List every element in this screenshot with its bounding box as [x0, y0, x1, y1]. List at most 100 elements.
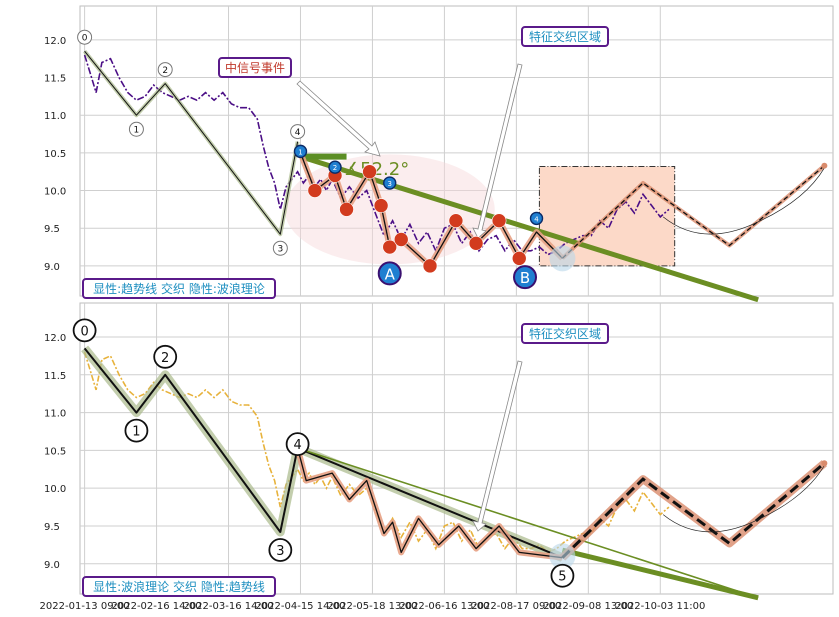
top-red-marker-5 [382, 239, 398, 255]
bottom-wave-marker-2 [153, 344, 178, 369]
bottom-ytick-1: 11.5 [44, 371, 66, 382]
top-red-marker-7 [422, 258, 438, 274]
bottom-smooth-curve [662, 465, 825, 533]
top-red-marker-9 [468, 235, 484, 251]
top-breakout-glow [549, 245, 576, 272]
bottom-wave-marker-4 [285, 432, 310, 457]
bottom-wave-marker-3 [268, 538, 293, 562]
top-event-label: 中信号事件 [225, 60, 285, 75]
top-zone-arrow [472, 63, 523, 239]
x-tick-label-0: 2022-01-13 09:00 [40, 601, 130, 612]
bottom-wave-label-1: 1 [132, 425, 140, 440]
top-ytick-5: 9.5 [44, 224, 60, 235]
top-legend-text: 显性:趋势线 交织 隐性:波浪理论 [93, 281, 265, 296]
top-forecast-end-marker [821, 162, 828, 169]
top-point-marker-1 [513, 265, 538, 290]
top-wave-line [84, 50, 299, 235]
bottom-wave-label-4: 4 [293, 438, 301, 453]
top-ytick-6: 9.0 [44, 262, 60, 273]
top-wave-marker-3 [272, 240, 288, 256]
top-plot-frame [79, 5, 834, 297]
bottom-legend-text-box [82, 576, 276, 597]
top-red-marker-8 [448, 213, 464, 228]
top-blue-marker-0 [293, 144, 308, 159]
top-zone-label-box [521, 26, 609, 47]
top-red-marker-4 [373, 198, 389, 213]
bottom-forecast-line [561, 462, 826, 559]
bottom-wave-label-3: 3 [276, 544, 284, 559]
bottom-ytick-4: 10.0 [44, 484, 66, 495]
top-forecast-line [561, 165, 825, 259]
top-red-marker-3 [362, 164, 377, 180]
top-blue-marker-label-1: 2 [333, 164, 337, 172]
top-wave-marker-1 [128, 121, 144, 137]
top-ytick-3: 10.5 [44, 149, 66, 160]
bottom-ytick-0: 12.0 [44, 333, 66, 344]
bottom-zone-label: 特征交织区域 [529, 326, 601, 341]
top-legend-text-box [82, 278, 276, 299]
bottom-ytick-5: 9.5 [44, 522, 60, 533]
bottom-wave-marker-1 [124, 418, 149, 443]
x-tick-label-1: 2022-02-16 14:00 [112, 601, 202, 612]
top-red-marker-6 [393, 232, 409, 247]
top-red-marker-0 [307, 183, 323, 198]
top-blue-marker-1 [328, 160, 342, 174]
top-event-label-box [218, 57, 292, 78]
top-red-marker-2 [339, 202, 354, 217]
bottom-legend-text: 显性:波浪理论 交织 隐性:趋势线 [93, 579, 265, 594]
top-angle-label: ∡52.2° [344, 159, 409, 180]
bottom-ytick-6: 9.0 [44, 560, 60, 571]
bottom-trend-line-thick [561, 547, 759, 601]
top-blue-marker-label-3: 4 [534, 215, 539, 223]
x-tick-label-5: 2022-06-16 13:00 [399, 601, 489, 612]
bottom-wave-marker-5 [550, 563, 575, 588]
bottom-ytick-2: 11.0 [44, 409, 66, 420]
top-wave-marker-0 [77, 29, 93, 45]
top-ytick-1: 11.5 [44, 74, 66, 85]
top-point-marker-0 [377, 261, 402, 286]
top-wave-label-1: 1 [134, 126, 140, 136]
top-wave-label-3: 3 [277, 245, 283, 255]
bottom-breakout-glow [549, 543, 576, 570]
bottom-ytick-3: 10.5 [44, 446, 66, 457]
top-zone-label: 特征交织区域 [529, 29, 601, 44]
x-tick-label-8: 2022-10-03 11:00 [615, 601, 705, 612]
bottom-zone-arrow [472, 360, 523, 532]
top-red-marker-10 [491, 213, 507, 228]
top-wave-label-0: 0 [82, 34, 88, 44]
bottom-wave-line [83, 347, 563, 559]
x-tick-label-3: 2022-04-15 14:00 [255, 601, 345, 612]
bottom-wave-label-5: 5 [558, 570, 566, 585]
top-event-arrow [296, 80, 381, 157]
bottom-wave-label-0: 0 [80, 324, 88, 339]
top-ytick-4: 10.0 [44, 187, 66, 198]
bottom-zigzag-line [296, 447, 563, 559]
top-wave-label-4: 4 [295, 128, 301, 138]
top-blue-marker-label-2: 3 [387, 180, 391, 188]
top-red-marker-11 [511, 251, 527, 266]
top-smooth-curve [662, 167, 825, 235]
x-tick-label-6: 2022-08-17 09:00 [471, 601, 561, 612]
top-ytick-0: 12.0 [44, 36, 66, 47]
bottom-panel: 12.0 11.5 11.0 10.5 10.0 9.5 9.0 0 1 2 3 4 5 显性:波浪理论 … [44, 302, 834, 601]
bottom-plot-frame [79, 302, 834, 595]
top-blue-marker-label-0: 1 [298, 148, 302, 156]
top-wave-marker-4 [290, 124, 306, 140]
bottom-zone-label-box [521, 323, 609, 344]
top-point-label-0: A [385, 265, 396, 283]
bottom-wave-marker-0 [72, 318, 97, 343]
bottom-forecast-end-marker [821, 460, 828, 467]
bottom-trend-line [297, 447, 759, 599]
x-tick-label-2: 2022-03-16 14:00 [183, 601, 273, 612]
top-blue-marker-3 [529, 211, 544, 226]
x-tick-label-4: 2022-05-18 13:00 [327, 601, 417, 612]
bottom-wave-label-2: 2 [161, 351, 169, 366]
top-trend-line [299, 154, 759, 303]
top-wave-label-2: 2 [162, 66, 168, 76]
top-panel: 12.0 11.5 11.0 10.5 10.0 9.5 9.0 0 1 2 3 4 显性:趋势线 交织… [44, 5, 834, 303]
x-tick-label-7: 2022-09-08 13:00 [543, 601, 633, 612]
top-wave-marker-2 [157, 62, 173, 78]
top-ytick-2: 11.0 [44, 111, 66, 122]
